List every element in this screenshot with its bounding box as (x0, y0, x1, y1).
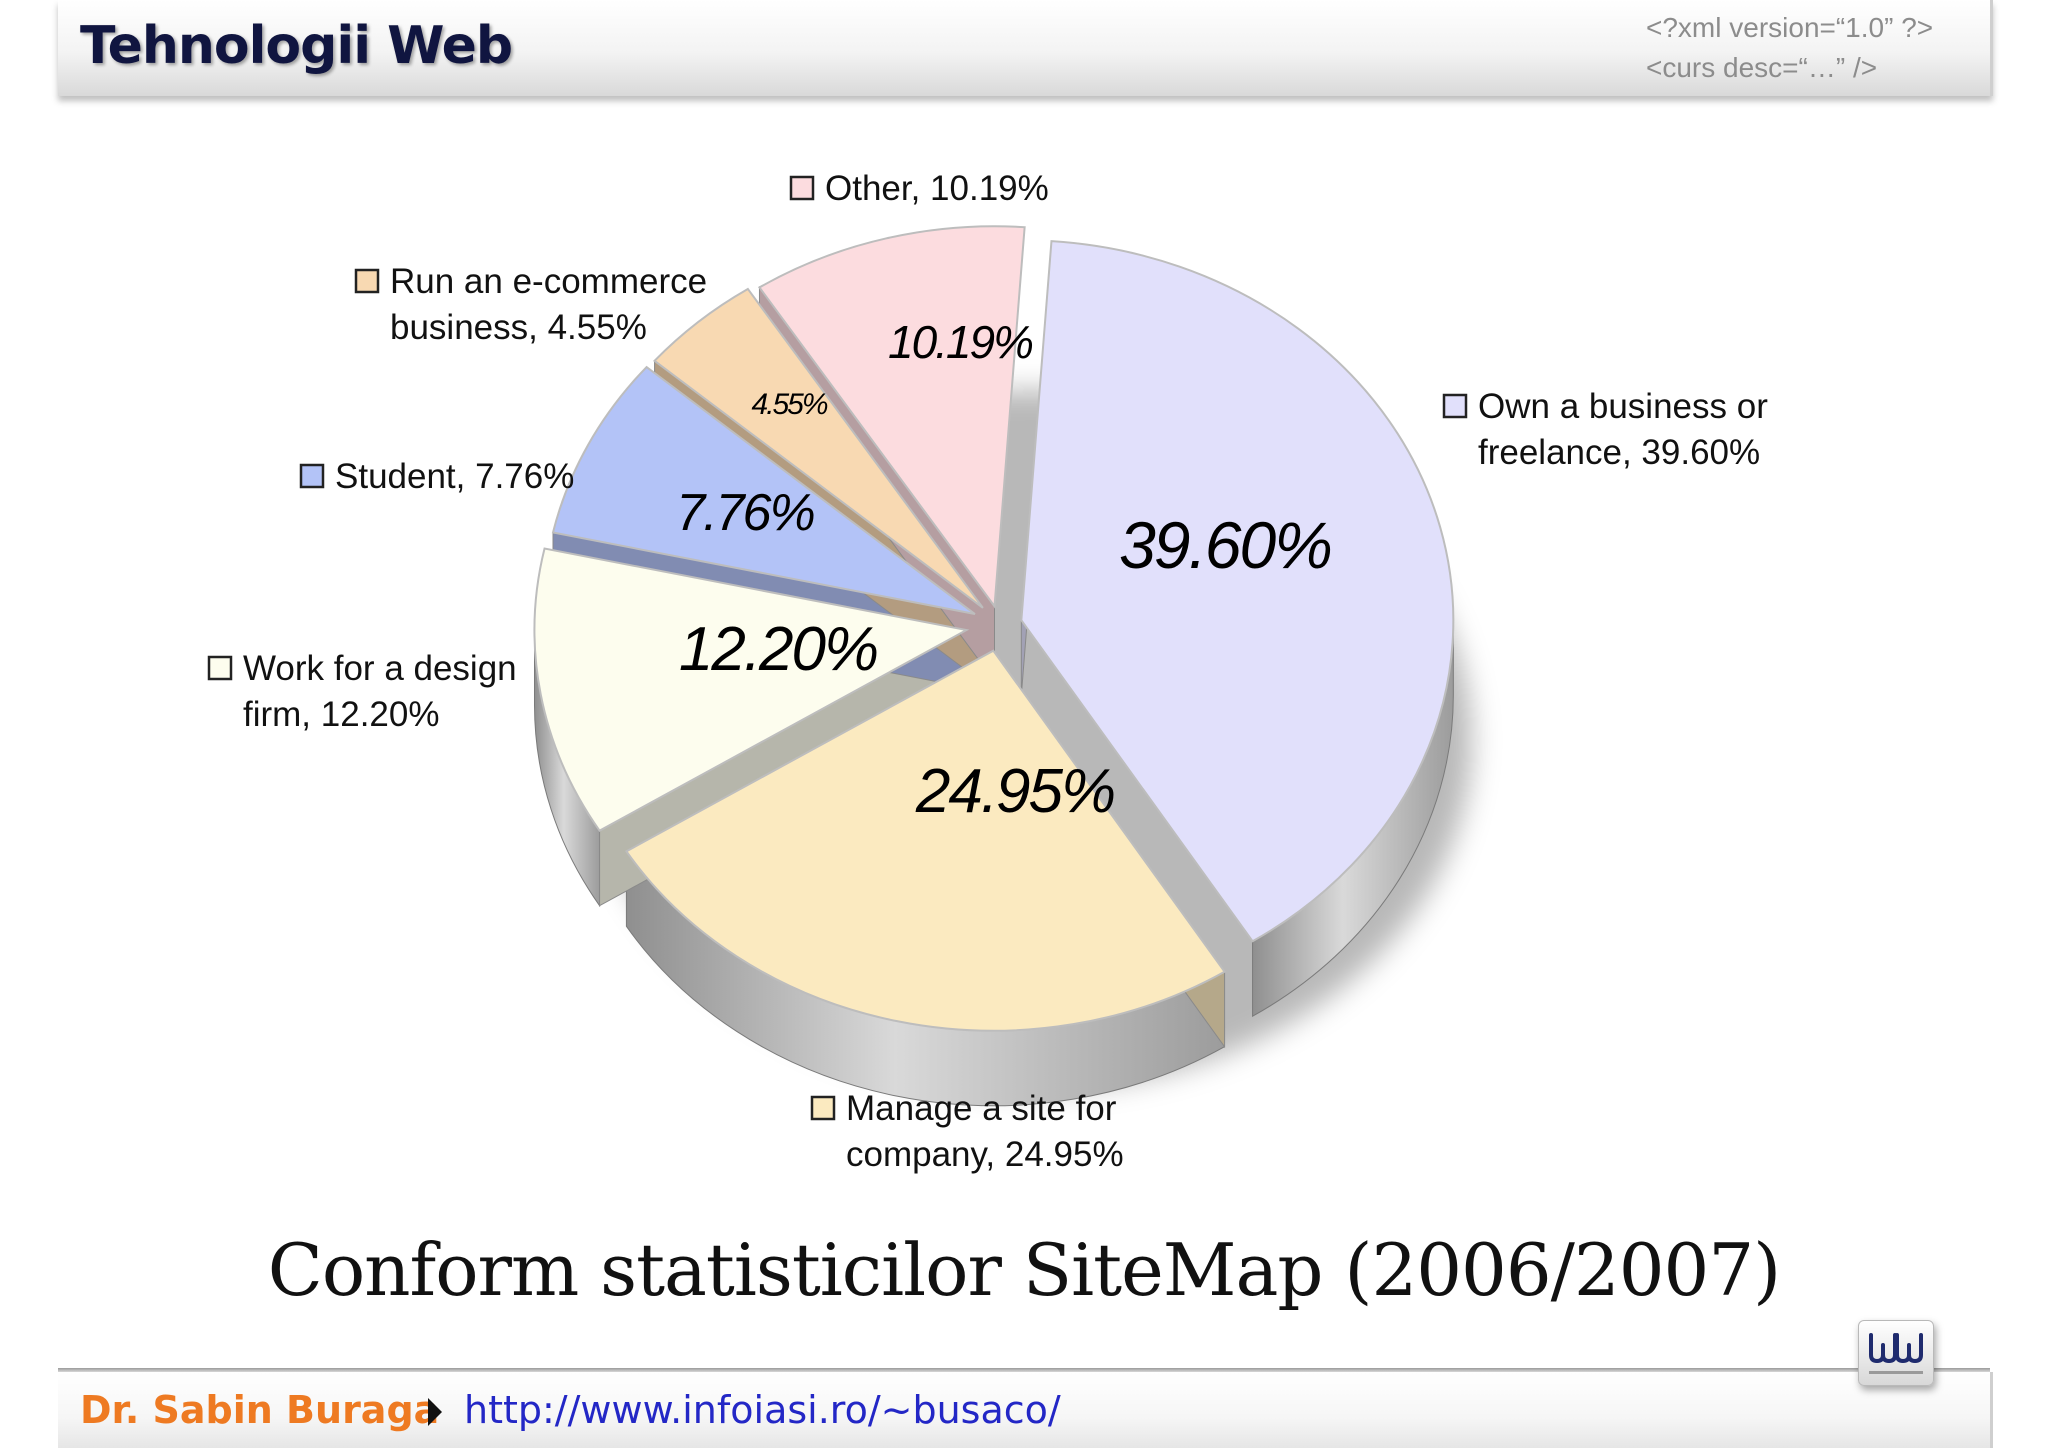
university-logo-icon (1858, 1320, 1934, 1386)
legend-swatch (1442, 393, 1468, 419)
legend-label: Run an e-commerce (390, 262, 707, 301)
pie-slice-own-a-business-or-freelance (1020, 240, 1455, 943)
course-descriptor-text: <curs desc=“…” /> (1646, 52, 1878, 83)
legend-entry: Other, 10.19% (789, 169, 1049, 208)
legend-label: Work for a design (243, 649, 517, 688)
pie-slice-value-label: 4.55% (751, 388, 827, 421)
pie-chart: 39.60% 24.95% 12.20% 7.76% 4.55% 10.19% Own a … (207, 169, 1768, 1174)
xml-declaration-text: <?xml version=“1.0” ?> (1646, 12, 1934, 43)
pie-slice-work-for-a-design-firm (533, 547, 970, 832)
legend-label: Manage a site for (846, 1089, 1117, 1128)
page-title: Tehnologii Web (80, 16, 513, 76)
pie-slice-manage-a-site-for-company (624, 649, 1227, 1032)
legend-label: freelance, 39.60% (1478, 433, 1760, 472)
legend-label: business, 4.55% (390, 308, 647, 347)
legend-entry: Work for a design firm, 12.20% (207, 649, 517, 734)
pie-slice-value-label: 24.95% (915, 757, 1114, 826)
legend-entry: Student, 7.76% (299, 457, 574, 496)
legend-entry: Manage a site for company, 24.95% (810, 1089, 1124, 1174)
legend-label: Own a business or (1478, 387, 1768, 426)
pie-slice-other (757, 225, 1026, 610)
legend-entry: Own a business or freelance, 39.60% (1442, 387, 1768, 472)
footer-divider (58, 1368, 1990, 1372)
legend-label: Other, 10.19% (825, 169, 1049, 208)
pie-slice-value-label: 12.20% (679, 615, 877, 684)
footer-bar (58, 1372, 1993, 1448)
author-name: Dr. Sabin Buraga (80, 1388, 440, 1432)
pie-slice-student (551, 365, 976, 616)
legend-swatch (354, 268, 380, 294)
pie-slice-value-label: 39.60% (1119, 508, 1331, 582)
author-website-link[interactable]: http://www.infoiasi.ro/~busaco/ (464, 1388, 1061, 1432)
legend-label: firm, 12.20% (243, 695, 439, 734)
legend-swatch (789, 175, 815, 201)
legend-entry: Run an e-commerce business, 4.55% (354, 262, 707, 347)
header-bar (58, 0, 1993, 96)
arrow-right-icon (428, 1398, 442, 1426)
legend-label: Student, 7.76% (335, 457, 574, 496)
pie-slice-run-an-e-commerce-business (653, 287, 984, 609)
legend-swatch (207, 655, 233, 681)
legend-swatch (810, 1095, 836, 1121)
legend-swatch (299, 463, 325, 489)
legend-label: company, 24.95% (846, 1135, 1124, 1174)
pie-slice-value-label: 7.76% (676, 484, 813, 542)
chart-caption: Conform statisticilor SiteMap (2006/2007… (267, 1228, 1782, 1312)
pie-slice-value-label: 10.19% (888, 316, 1032, 368)
